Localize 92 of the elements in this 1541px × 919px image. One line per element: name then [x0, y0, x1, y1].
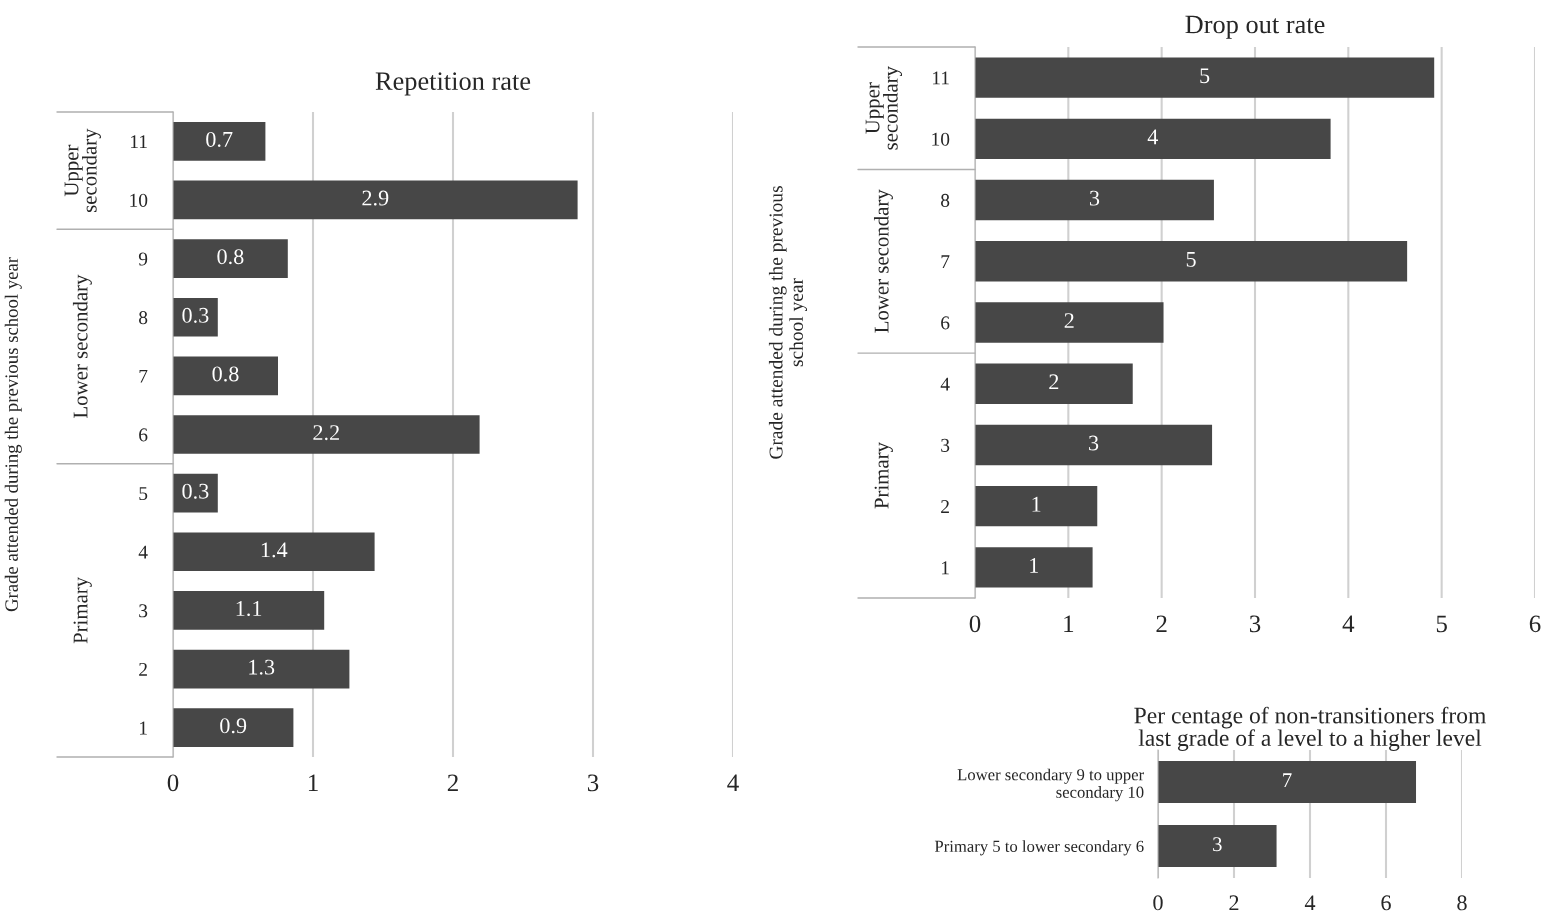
text: Upper secondary — [64, 128, 101, 213]
y-tick-label: 10 — [932, 132, 950, 146]
y-tick-label: 11 — [131, 135, 147, 149]
x-tick-label: 2 — [1156, 615, 1167, 633]
data-label: 5 — [1200, 68, 1210, 84]
chart-title: Repetition rate — [375, 72, 531, 96]
data-label: 2 — [1064, 313, 1074, 328]
x-tick-label: 4 — [727, 774, 739, 792]
chart-title: Per centage of non-transitioners from last grade of a level to a higher level — [1134, 706, 1486, 751]
y-tick-label: 3 — [139, 604, 148, 618]
bar — [173, 415, 480, 454]
x-tick-label: 5 — [1436, 615, 1447, 633]
y-tick-label: Lower secondary 9 to upper secondary 10 — [957, 768, 1144, 802]
y-tick-label: 10 — [130, 193, 148, 207]
x-tick-label: 0 — [1153, 895, 1163, 911]
text: Primary — [73, 576, 92, 644]
y-tick-label: 1 — [941, 561, 949, 575]
bar — [173, 649, 350, 689]
data-label: 0.3 — [182, 483, 209, 499]
y-axis-title: Grade attended during the previous school year — [4, 257, 22, 612]
text: Lower secondary — [873, 189, 893, 333]
text: Primary — [874, 442, 893, 509]
data-label: 7 — [1283, 773, 1292, 788]
y-tick-label: 1 — [139, 721, 147, 735]
y-tick-label: 8 — [941, 193, 950, 207]
data-label: 1.1 — [236, 601, 262, 617]
bar — [975, 179, 1214, 221]
text: Lower secondary — [72, 274, 92, 418]
x-tick-label: 8 — [1457, 895, 1467, 911]
bar — [975, 363, 1133, 404]
bar — [173, 239, 288, 278]
y-tick-label: 4 — [940, 377, 950, 391]
bar — [975, 485, 1098, 527]
y-tick-label: 7 — [139, 369, 148, 383]
chart-title: Drop out rate — [1185, 15, 1325, 39]
bar — [975, 57, 1435, 98]
x-tick-label: 0 — [969, 615, 981, 633]
data-label: 3 — [1213, 837, 1222, 852]
bar — [975, 118, 1331, 160]
data-label: 1.3 — [249, 659, 275, 675]
bar — [173, 180, 578, 220]
y-tick-label: 2 — [941, 500, 949, 513]
data-label: 0.8 — [212, 366, 239, 382]
y-tick-label: 2 — [139, 662, 147, 676]
x-tick-label: 3 — [587, 774, 599, 792]
data-label: 3 — [1089, 435, 1099, 451]
x-tick-label: 4 — [1304, 895, 1316, 911]
y-tick-label: 6 — [139, 428, 148, 442]
data-label: 2.9 — [362, 190, 389, 206]
bar — [173, 708, 294, 748]
bar — [975, 241, 1408, 282]
x-tick-label: 2 — [1229, 895, 1239, 911]
data-label: 2.2 — [313, 425, 339, 441]
data-label: 0.7 — [206, 131, 233, 147]
y-tick-label: 4 — [138, 545, 148, 559]
y-tick-label: 8 — [139, 311, 148, 325]
x-tick-label: 4 — [1342, 615, 1355, 633]
y-tick-label: 11 — [933, 71, 949, 85]
data-label: 1.4 — [261, 542, 288, 558]
x-tick-label: 6 — [1381, 895, 1391, 911]
bar — [173, 356, 278, 396]
text: Upper secondary — [865, 66, 903, 150]
x-tick-label: 2 — [447, 774, 458, 792]
data-label: 0.9 — [220, 718, 247, 734]
x-tick-label: 1 — [1064, 615, 1074, 633]
bar — [173, 297, 218, 337]
data-label: 3 — [1089, 190, 1100, 206]
y-tick-label: 7 — [941, 255, 950, 269]
bar — [975, 302, 1164, 343]
data-label: 5 — [1186, 252, 1196, 267]
x-tick-label: 1 — [308, 774, 318, 792]
x-tick-label: 6 — [1529, 615, 1541, 633]
data-label: 0.3 — [182, 307, 209, 323]
y-tick-label: 9 — [138, 252, 148, 266]
bar — [173, 121, 266, 161]
bar — [975, 424, 1213, 466]
y-tick-label: 3 — [941, 438, 950, 452]
bar — [173, 591, 325, 630]
bar — [173, 532, 375, 572]
y-tick-label: 5 — [139, 487, 148, 501]
bar — [173, 473, 218, 513]
y-axis-title: Grade attended during the previous school year — [768, 186, 807, 459]
y-tick-label: Primary 5 to lower secondary 6 — [934, 840, 1144, 856]
data-label: 2 — [1049, 374, 1059, 390]
data-label: 1 — [1032, 496, 1041, 512]
data-label: 0.8 — [217, 249, 244, 265]
x-tick-label: 3 — [1249, 615, 1261, 633]
bar — [975, 547, 1093, 588]
x-tick-label: 0 — [167, 774, 179, 792]
data-label: 1 — [1030, 558, 1039, 573]
y-tick-label: 6 — [941, 316, 950, 330]
data-label: 4 — [1147, 129, 1159, 145]
